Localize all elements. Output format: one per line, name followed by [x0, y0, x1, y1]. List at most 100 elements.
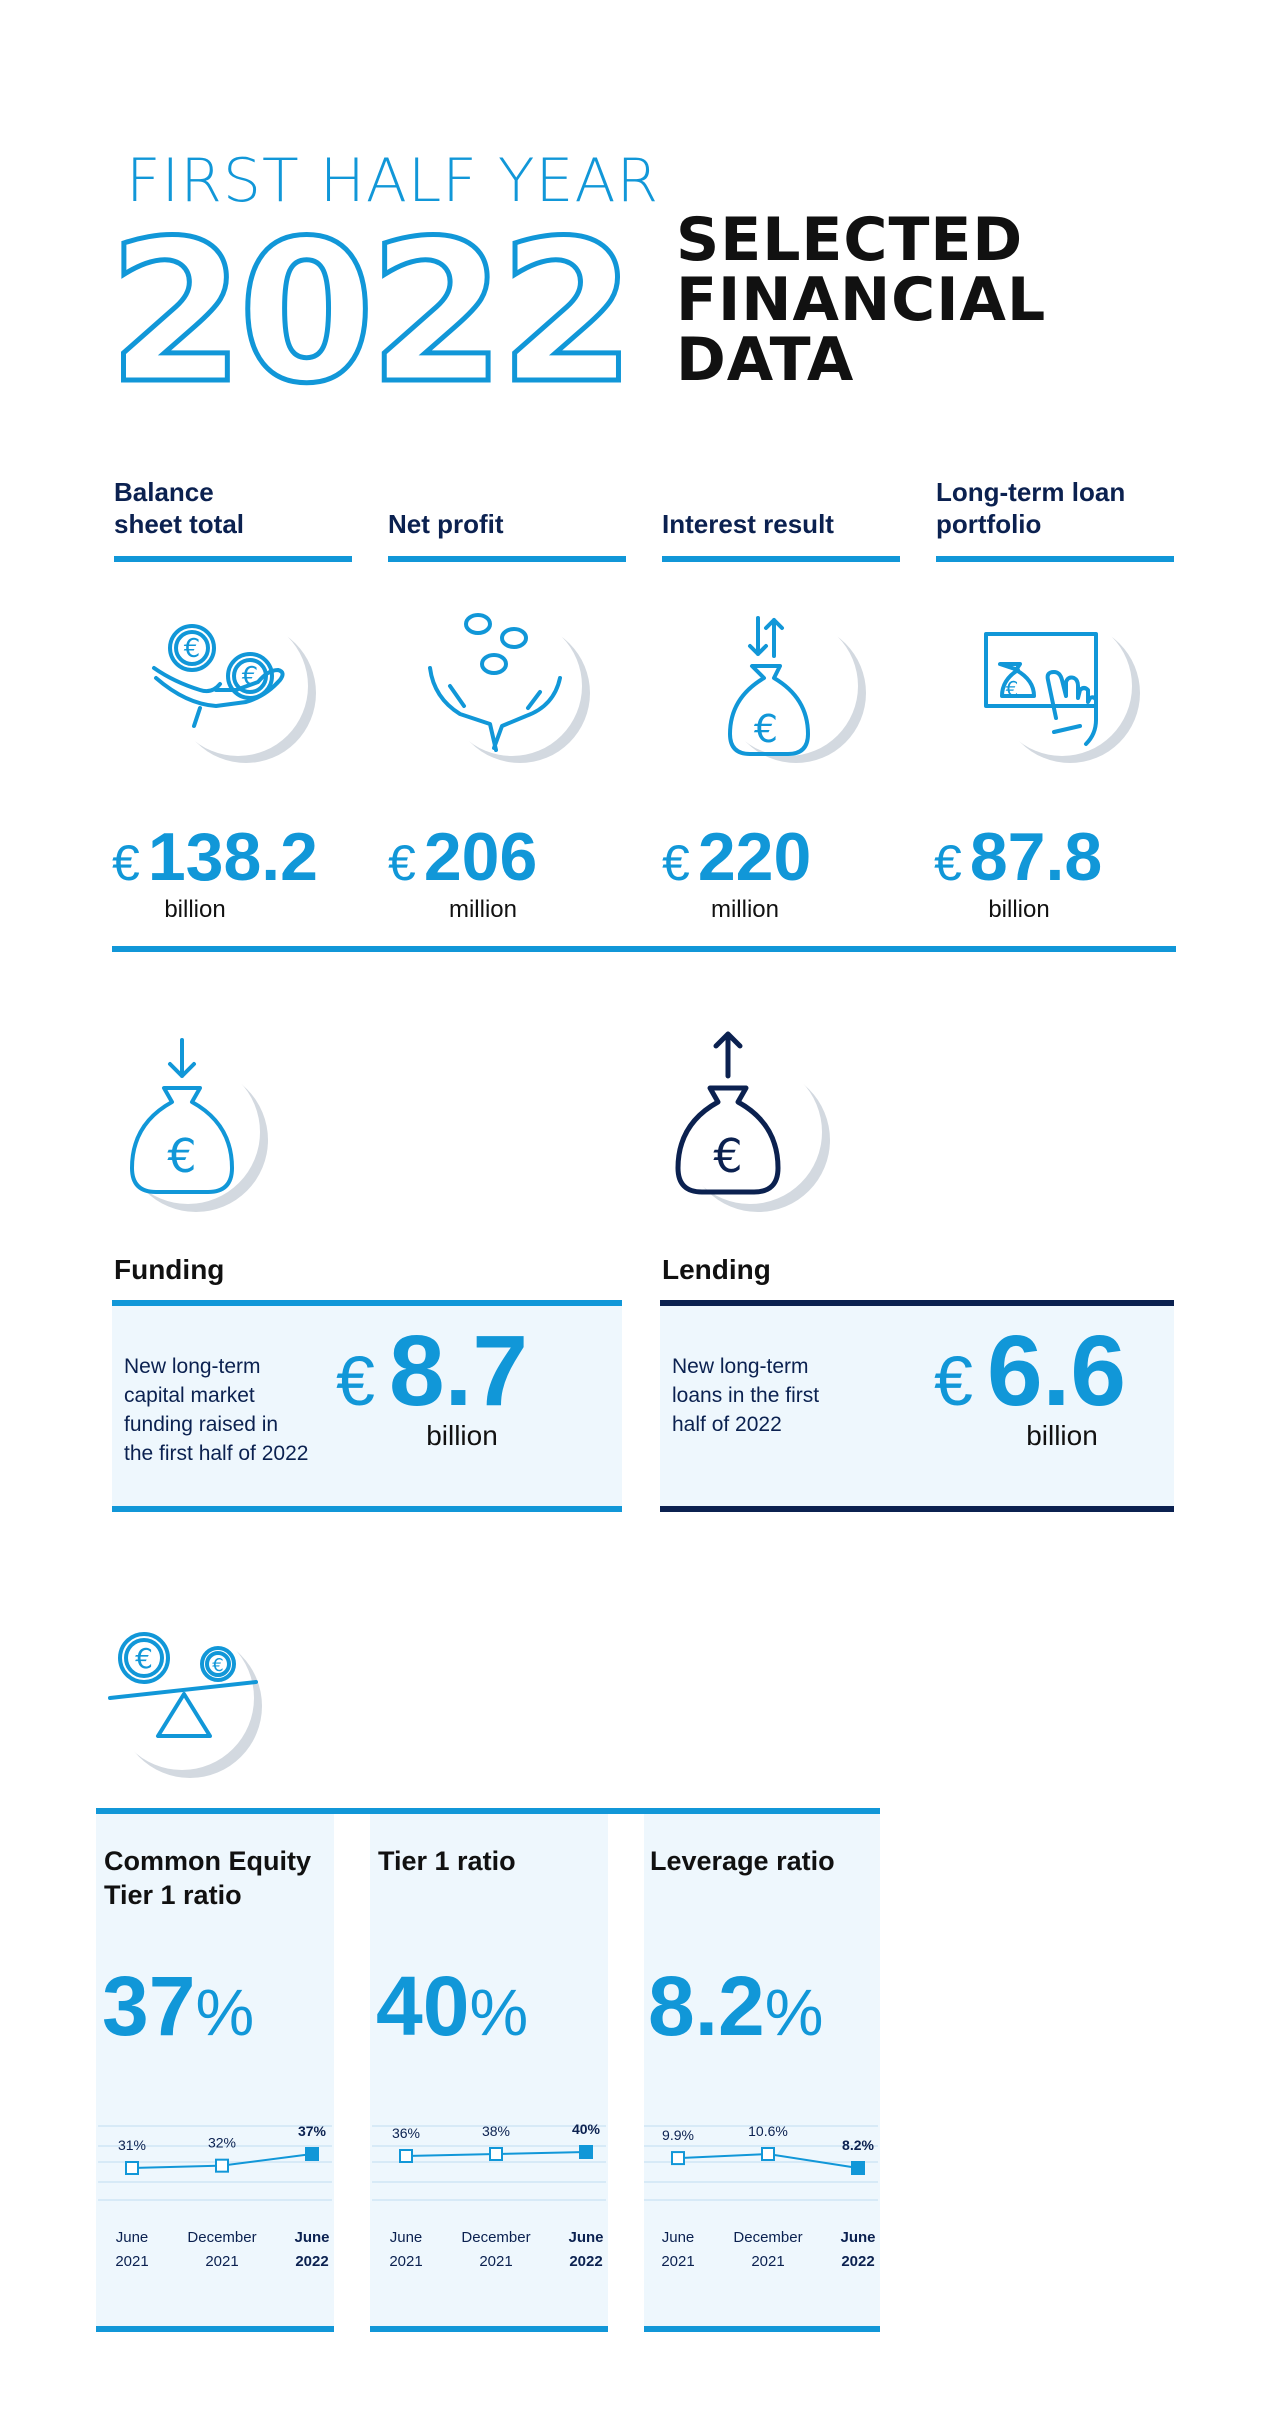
kpi-number: 220 [697, 819, 812, 895]
ratio-number: 37 [102, 1959, 196, 2053]
funding-description: New long-term capital market funding rai… [124, 1352, 334, 1468]
x-tick-label: 2022 [569, 2253, 602, 2270]
kpi-number: 138.2 [147, 819, 318, 895]
ratio-card-leverage: Leverage ratio 8.2% 9.9% June 2021 10.6% Dec… [644, 1814, 880, 2332]
kpi-unit: million [710, 896, 779, 923]
x-tick-label: 2021 [479, 2253, 512, 2270]
kpi-unit: billion [164, 896, 226, 923]
data-label: 36% [392, 2125, 420, 2141]
data-point [215, 2158, 229, 2173]
kpi-value-balance-sheet: €138.2 [112, 818, 318, 896]
x-tick-label: 2021 [389, 2253, 422, 2270]
x-tick-label: June [294, 2229, 329, 2246]
ratio-unit: % [469, 1975, 529, 2049]
ratio-title-line: Tier 1 ratio [104, 1880, 242, 1910]
kpi-rule [388, 556, 626, 562]
currency-symbol: € [112, 835, 140, 891]
kpi-label-interest-result: Interest result [662, 508, 902, 540]
funding-value: €8.7 [336, 1314, 528, 1429]
svg-text:€: € [754, 707, 778, 751]
x-tick-label: 2022 [841, 2253, 874, 2270]
ratio-title: Common Equity Tier 1 ratio [104, 1844, 330, 1912]
ratio-trend-chart: 31% June 2021 32% December 2021 37% June 2022 [98, 2123, 332, 2270]
money-bag-arrow-in-icon: € [116, 1038, 268, 1212]
data-label: 8.2% [842, 2137, 874, 2153]
ratio-trend-chart: 9.9% June 2021 10.6% December 2021 8.2% June 202… [644, 2123, 878, 2270]
currency-symbol: € [934, 835, 962, 891]
data-point [399, 2149, 413, 2163]
data-point [671, 2151, 685, 2166]
ratio-value: 40% [376, 1958, 528, 2055]
lending-value: €6.6 [934, 1314, 1126, 1429]
header-title-line: SELECTED [676, 205, 1024, 275]
x-tick-label: 2022 [295, 2253, 328, 2270]
header-year-text: 2022 [108, 200, 630, 400]
hand-giving-coins-icon: € € [152, 616, 316, 763]
data-point [305, 2147, 319, 2161]
kpi-value-loan-portfolio: €87.8 [934, 818, 1102, 896]
coins-on-scale-icon: € € [108, 1626, 262, 1778]
lending-description: New long-term loans in the first half of… [672, 1352, 872, 1439]
kpi-label-line: Long-term loan [936, 477, 1126, 507]
text-line: capital market [124, 1384, 255, 1407]
x-tick-label: June [390, 2229, 423, 2246]
money-bag-arrow-out-icon: € [675, 1031, 830, 1212]
svg-text:€: € [135, 1642, 153, 1675]
ratios-top-rule [96, 1808, 880, 1814]
ratio-title: Leverage ratio [650, 1844, 876, 1878]
x-tick-label: June [840, 2229, 875, 2246]
kpi-bottom-rule [112, 946, 1176, 952]
ratio-title-line: Common Equity [104, 1846, 311, 1876]
ratio-card-cet1: Common Equity Tier 1 ratio 37% 31% June 20… [96, 1814, 334, 2332]
data-point [125, 2161, 139, 2175]
x-tick-label: December [733, 2229, 802, 2246]
svg-text:€: € [1006, 677, 1019, 701]
kpi-label-line: sheet total [114, 509, 245, 539]
lending-panel: New long-term loans in the first half of… [660, 1300, 1174, 1512]
kpi-rule [936, 556, 1174, 562]
kpi-label-loan-portfolio: Long-term loan portfolio [936, 476, 1176, 540]
kpi-label-net-profit: Net profit [388, 508, 628, 540]
text-line: New long-term [672, 1355, 809, 1378]
kpi-value-net-profit: €206 [388, 818, 537, 896]
lending-number: 6.6 [986, 1315, 1126, 1427]
x-tick-label: 2021 [205, 2253, 238, 2270]
x-tick-label: June [116, 2229, 149, 2246]
kpi-number: 206 [423, 819, 538, 895]
hands-catching-coins-icon [428, 613, 590, 763]
ratio-value: 37% [102, 1958, 254, 2055]
x-tick-label: June [568, 2229, 603, 2246]
text-line: loans in the first [672, 1384, 820, 1407]
funding-number: 8.7 [388, 1315, 528, 1427]
ratio-unit: % [195, 1975, 255, 2049]
header-title-line: DATA [676, 325, 855, 395]
ratio-number: 40 [376, 1959, 470, 2053]
data-point [851, 2161, 865, 2175]
ratio-unit: % [764, 1975, 824, 2049]
kpi-number: 87.8 [969, 819, 1103, 895]
kpi-label-line: Net profit [388, 509, 504, 539]
data-label: 40% [572, 2121, 601, 2137]
x-tick-label: June [662, 2229, 695, 2246]
text-line: half of 2022 [672, 1413, 782, 1436]
kpi-label-balance-sheet: Balance sheet total [114, 476, 354, 540]
text-line: the first half of 2022 [124, 1442, 309, 1465]
data-point [489, 2147, 503, 2161]
ratio-value: 8.2% [648, 1958, 823, 2055]
x-tick-label: December [187, 2229, 256, 2246]
data-label: 10.6% [748, 2123, 788, 2139]
x-tick-label: 2021 [115, 2253, 148, 2270]
svg-text:€: € [713, 1129, 742, 1183]
kpi-label-line: portfolio [936, 509, 1042, 539]
funding-unit: billion [426, 1420, 498, 1451]
data-point [579, 2145, 593, 2159]
svg-text:€: € [184, 634, 201, 664]
svg-text:€: € [212, 1655, 223, 1676]
ratio-trend-chart: 36% June 2021 38% December 2021 40% June 2022 [372, 2121, 606, 2270]
ratio-title-line: Leverage ratio [650, 1846, 835, 1876]
currency-symbol: € [336, 1342, 375, 1420]
ratio-number: 8.2 [648, 1959, 765, 2053]
x-tick-label: 2021 [751, 2253, 784, 2270]
x-tick-label: 2021 [661, 2253, 694, 2270]
kpi-label-line: Balance [114, 477, 214, 507]
